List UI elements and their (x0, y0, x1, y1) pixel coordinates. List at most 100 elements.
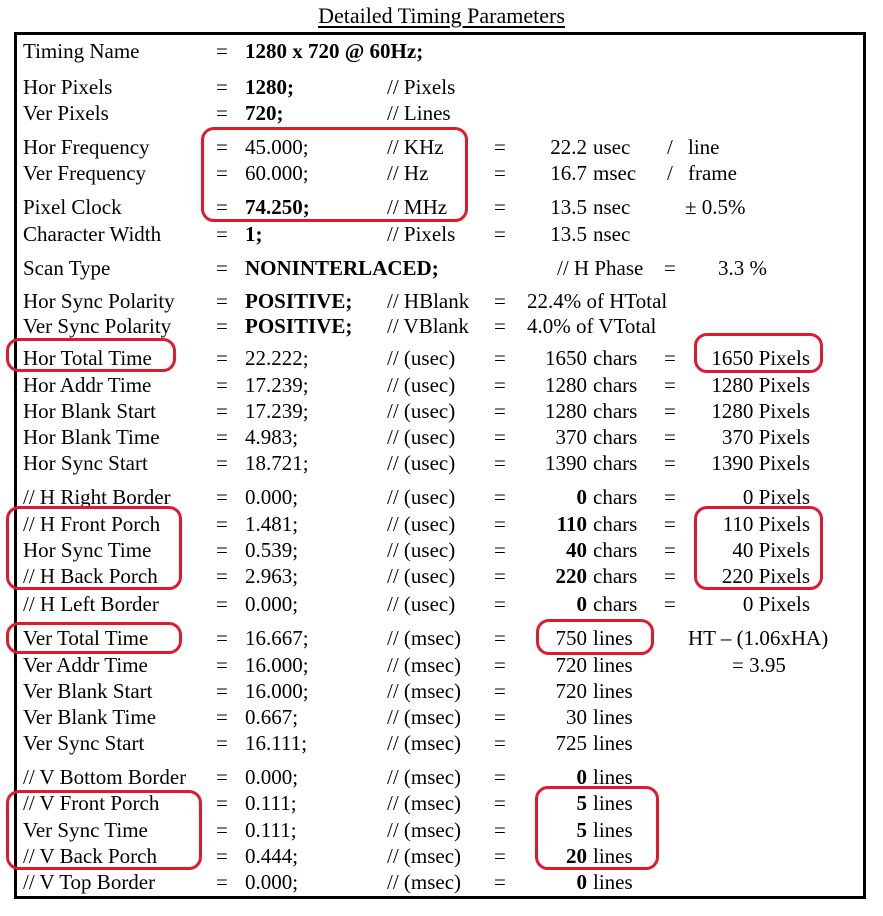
highlight-hor-total-time (6, 338, 176, 372)
equals-sign: = (216, 75, 228, 99)
param-name: Hor Addr Time (23, 373, 152, 397)
param-name: Ver Sync Start (23, 731, 145, 755)
row-hor-pixels: Hor Pixels = 1280; // Pixels (0, 74, 883, 100)
row-v-top-border: // V Top Border = 0.000; // (msec) = 0 lines (0, 869, 883, 895)
derived-unit: nsec (593, 195, 631, 219)
row-hor-frequency: Hor Frequency = 45.000; // KHz = 22.2 usec / lin… (0, 134, 883, 160)
pixel-count: 1280 Pixels (711, 399, 810, 423)
derived-unit: lines (593, 844, 633, 868)
param-value: 1280 x 720 @ 60Hz; (245, 39, 424, 63)
equals-sign: = (494, 373, 506, 397)
derived-number: 1650 (545, 346, 587, 370)
pixel-count: 1280 Pixels (711, 373, 810, 397)
param-name: Ver Total Time (23, 626, 149, 650)
equals-sign: = (216, 818, 228, 842)
derived-number: 110 (556, 512, 587, 536)
row-character-width: Character Width = 1; // Pixels = 13.5 nsec (0, 221, 883, 247)
param-value: 16.000; (245, 679, 309, 703)
derived-number: 1280 (545, 399, 587, 423)
slash-separator: / (667, 161, 673, 185)
unit-comment: // (msec) (387, 705, 462, 729)
param-value: 0.444; (245, 844, 299, 868)
equals-sign: = (494, 791, 506, 815)
equals-sign: = (216, 222, 228, 246)
highlight-v-porch-lines (535, 786, 659, 870)
equals-sign: = (494, 425, 506, 449)
h-phase-label: // H Phase (557, 256, 644, 280)
unit-comment: // (msec) (387, 870, 462, 894)
row-ver-pixels: Ver Pixels = 720; // Lines (0, 100, 883, 126)
param-name: Hor Blank Start (23, 399, 156, 423)
equals-sign: = (494, 626, 506, 650)
equals-sign: = (216, 844, 228, 868)
param-name: // H Front Porch (23, 512, 161, 536)
row-hor-sync-polarity: Hor Sync Polarity = POSITIVE; // HBlank = 22.… (0, 288, 883, 314)
unit-comment: // VBlank (387, 314, 469, 338)
param-value: 17.239; (245, 373, 309, 397)
derived-number: 30 (566, 705, 587, 729)
param-name: Hor Sync Time (23, 538, 152, 562)
row-ver-blank-time: Ver Blank Time = 0.667; // (msec) = 30 lines (0, 704, 883, 730)
param-name: Ver Frequency (23, 161, 147, 185)
pixel-count: 0 Pixels (742, 485, 810, 509)
derived-unit: lines (593, 626, 633, 650)
unit-comment: // (usec) (387, 346, 456, 370)
param-name: Ver Addr Time (23, 653, 148, 677)
equals-sign: = (494, 314, 506, 338)
equals-sign: = (216, 653, 228, 677)
derived-number: 725 (555, 731, 588, 755)
equals-sign: = (216, 705, 228, 729)
derived-unit: lines (593, 791, 633, 815)
equals-sign: = (216, 399, 228, 423)
param-value: 0.111; (245, 791, 297, 815)
derived-number: 5 (576, 791, 588, 815)
param-name: Ver Blank Start (23, 679, 153, 703)
row-ver-total-time: Ver Total Time = 16.667; // (msec) = 750 lines… (0, 625, 883, 651)
derived-unit: nsec (593, 222, 631, 246)
row-ver-sync-time: Ver Sync Time = 0.111; // (msec) = 5 lines (0, 817, 883, 843)
equals-sign: = (216, 39, 228, 63)
equals-sign: = (664, 564, 676, 588)
param-value: 45.000; (245, 135, 309, 159)
equals-sign: = (494, 222, 506, 246)
derived-number: 13.5 (550, 195, 587, 219)
derived-unit: chars (593, 346, 638, 370)
equals-sign: = (494, 818, 506, 842)
param-name: // H Back Porch (23, 564, 158, 588)
param-value: 0.000; (245, 592, 299, 616)
unit-comment: // MHz (387, 195, 448, 219)
param-value: 0.111; (245, 818, 297, 842)
derived-number: 22.2 (550, 135, 587, 159)
param-value: 16.000; (245, 653, 309, 677)
document-title: Detailed Timing Parameters (318, 3, 565, 28)
equals-sign: = (664, 451, 676, 475)
param-name: Hor Pixels (23, 75, 113, 99)
equals-sign: = (664, 538, 676, 562)
param-value: 720; (245, 101, 284, 125)
equals-sign: = (216, 485, 228, 509)
equals-sign: = (664, 512, 676, 536)
param-value: 0.000; (245, 870, 299, 894)
equals-sign: = (216, 870, 228, 894)
param-name: Ver Blank Time (23, 705, 157, 729)
unit-comment: // (msec) (387, 791, 462, 815)
derived-unit: chars (593, 425, 638, 449)
equals-sign: = (216, 373, 228, 397)
equals-sign: = (494, 538, 506, 562)
unit-comment: // (usec) (387, 373, 456, 397)
param-value: 16.111; (245, 731, 308, 755)
highlight-hor-total-pixels (694, 333, 823, 373)
derived-unit: lines (593, 679, 633, 703)
equals-sign: = (216, 314, 228, 338)
row-h-back-porch: // H Back Porch = 2.963; // (usec) = 220 chars… (0, 563, 883, 589)
row-v-front-porch: // V Front Porch = 0.111; // (msec) = 5 lines (0, 790, 883, 816)
param-value: POSITIVE; (245, 314, 353, 338)
slash-separator: / (667, 135, 673, 159)
param-value: 16.667; (245, 626, 309, 650)
param-name: Hor Total Time (23, 346, 152, 370)
derived-number: 0 (576, 765, 588, 789)
row-hor-sync-time: Hor Sync Time = 0.539; // (usec) = 40 chars = 40… (0, 537, 883, 563)
row-hor-blank-start: Hor Blank Start = 17.239; // (usec) = 1280 cha… (0, 398, 883, 424)
equals-sign: = (216, 512, 228, 536)
rate-unit: frame (688, 161, 737, 185)
